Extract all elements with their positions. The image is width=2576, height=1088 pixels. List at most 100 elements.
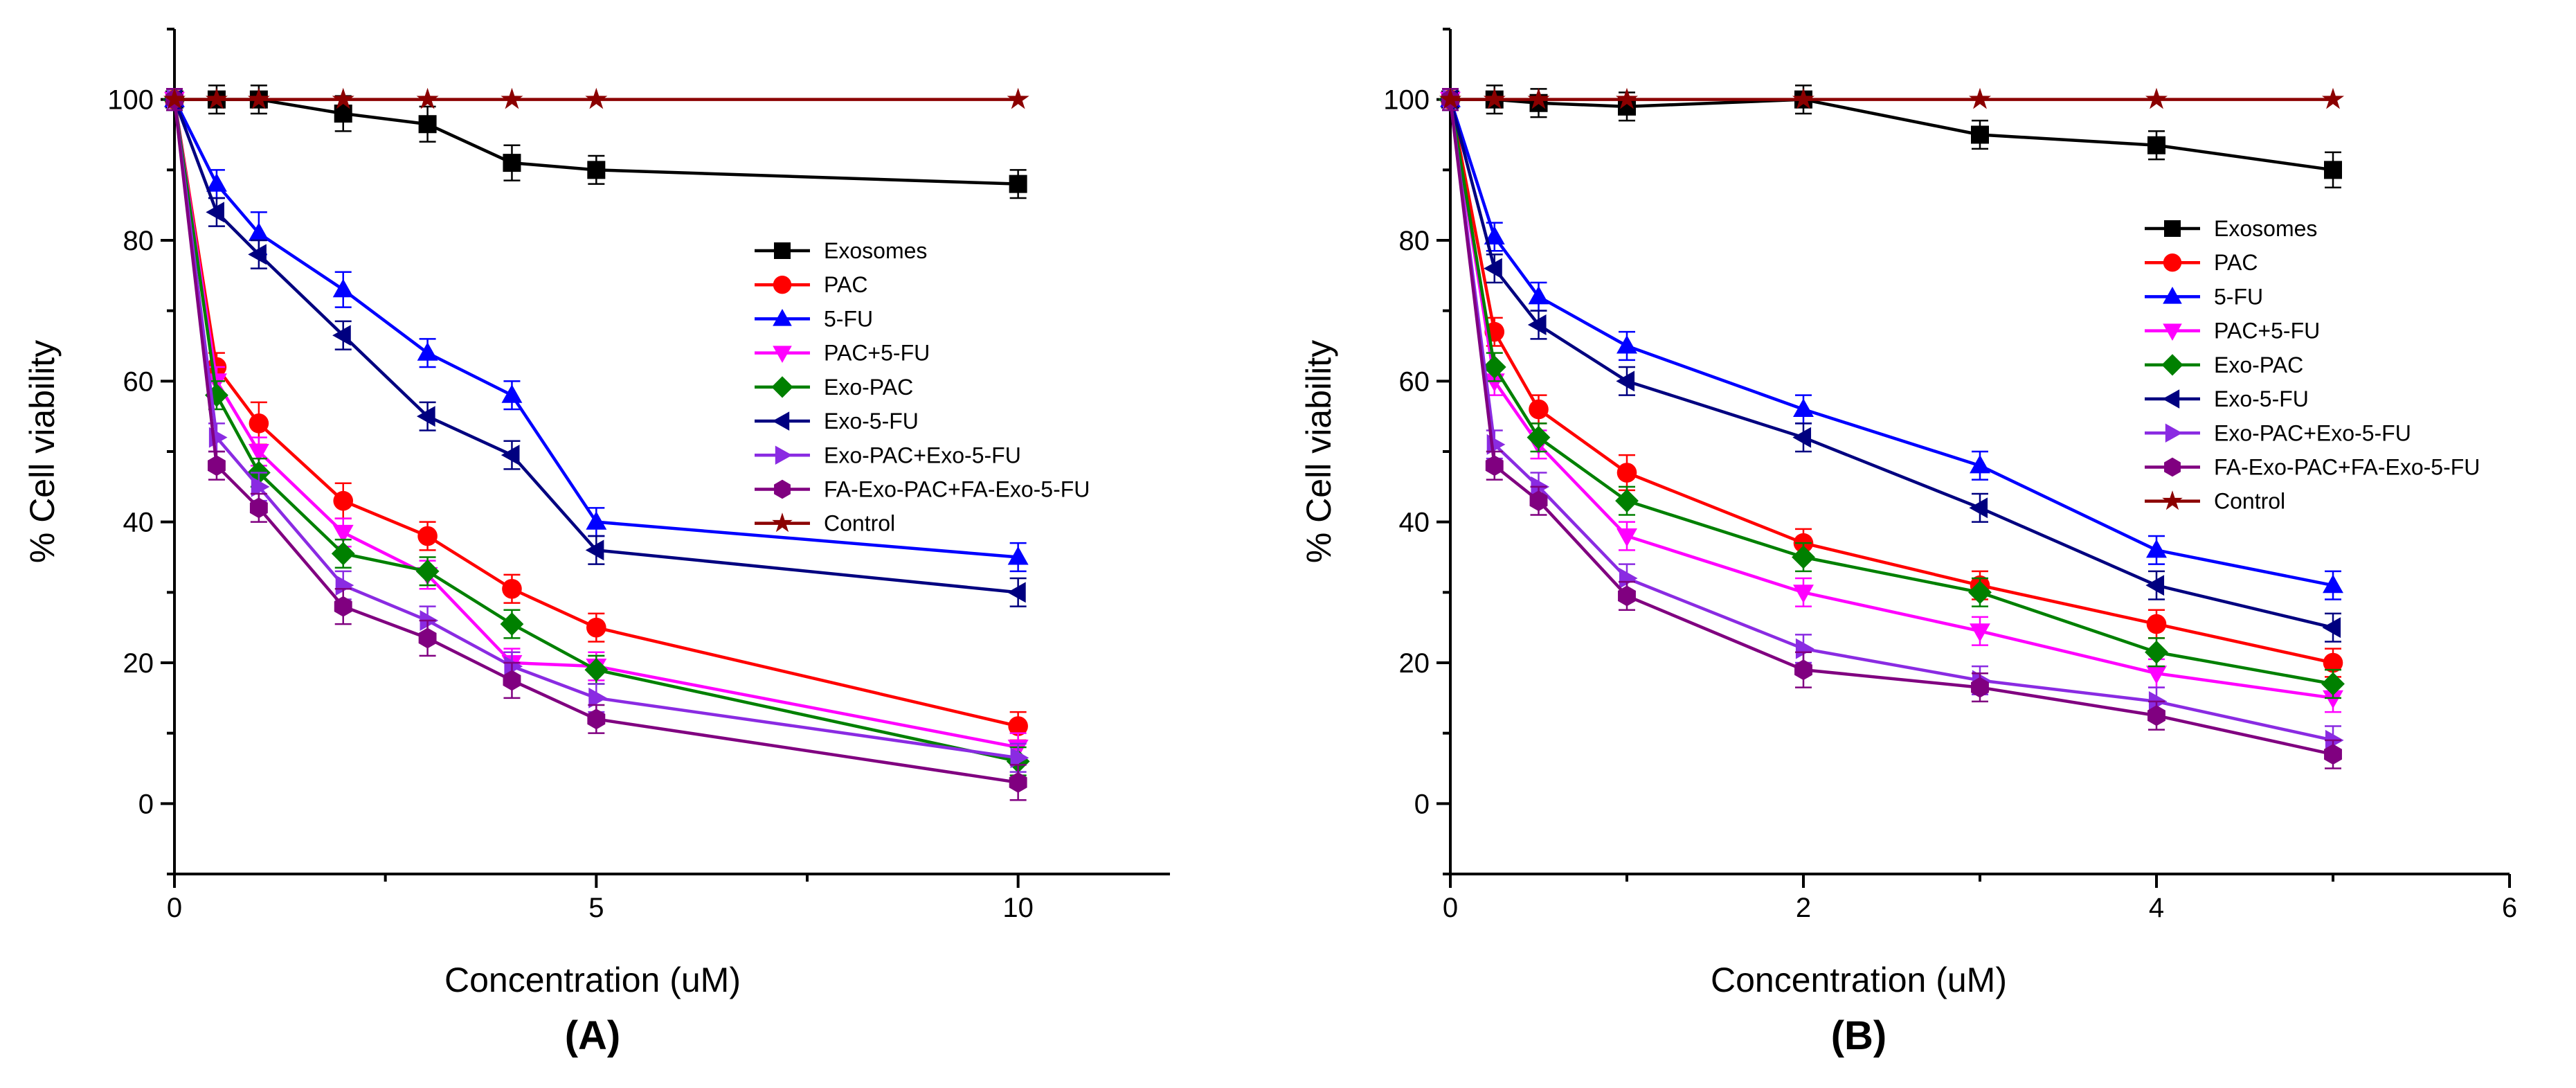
legend-label: Exo-PAC+Exo-5-FU — [824, 443, 1021, 467]
data-point — [585, 87, 608, 109]
legend-label: PAC+5-FU — [824, 341, 930, 366]
data-point — [247, 87, 270, 109]
data-point — [1616, 335, 1637, 354]
legend-label: PAC+5-FU — [2214, 319, 2320, 344]
legend-label: FA-Exo-PAC+FA-Exo-5-FU — [824, 476, 1090, 501]
data-point — [1527, 87, 1550, 109]
data-point — [502, 578, 522, 599]
data-point — [501, 445, 520, 466]
legend-item: Control — [755, 511, 895, 536]
data-point — [586, 617, 606, 638]
data-point — [2146, 539, 2167, 558]
series-FA-Exo-PAC+FA-Exo-5-FU — [165, 88, 1027, 801]
data-point — [504, 656, 523, 677]
y-axis-title: % Cell viability — [23, 340, 62, 563]
data-point — [1968, 580, 1992, 605]
legend-panel-a: Exosomes PAC 5-FU PAC+5-FU Exo-PAC Exo-5-FU Ex… — [755, 238, 1090, 536]
legend-item: FA-Exo-PAC+FA-Exo-5-FU — [755, 476, 1090, 501]
data-point — [332, 278, 354, 298]
series-line — [172, 98, 1018, 559]
data-point — [1794, 659, 1812, 681]
y-tick-label: 80 — [1399, 226, 1430, 256]
legend-marker — [774, 479, 791, 499]
data-point — [2147, 705, 2165, 726]
data-point — [418, 627, 437, 649]
data-point — [206, 173, 227, 192]
data-point — [1616, 528, 1637, 547]
legend-item: PAC+5-FU — [2145, 319, 2320, 344]
legend-panel-b: Exosomes PAC 5-FU PAC+5-FU Exo-PAC Exo-5-FU Ex… — [2145, 216, 2480, 514]
data-point — [248, 244, 267, 265]
data-point — [2146, 614, 2167, 634]
data-point — [1615, 489, 1639, 513]
legend-item: Exo-PAC+Exo-5-FU — [2145, 420, 2411, 445]
data-point — [1007, 582, 1026, 603]
data-point — [1793, 585, 1814, 603]
legend-label: Exo-PAC+Exo-5-FU — [2214, 420, 2411, 445]
data-point — [1007, 546, 1029, 565]
y-tick-label: 60 — [1399, 366, 1430, 397]
y-tick-label: 0 — [1414, 789, 1430, 819]
x-tick-label: 10 — [1002, 893, 1034, 923]
data-point — [2323, 574, 2343, 594]
y-tick-label: 80 — [123, 226, 154, 256]
data-point — [1792, 545, 1815, 569]
data-point — [417, 342, 438, 361]
y-tick-label: 100 — [1383, 85, 1430, 116]
legend-label: Exo-5-FU — [824, 409, 919, 434]
series-line — [1450, 98, 2334, 172]
data-point — [2146, 666, 2167, 684]
data-point — [1792, 87, 1815, 109]
x-tick-label: 0 — [167, 893, 182, 923]
data-point — [332, 524, 354, 544]
data-point — [416, 87, 439, 109]
legend-item: Exo-5-FU — [755, 409, 919, 434]
data-point — [249, 413, 269, 434]
legend-item: PAC — [2145, 250, 2258, 275]
data-point — [1971, 125, 1989, 144]
data-point — [1618, 585, 1636, 607]
data-point — [1008, 716, 1028, 736]
series-line — [1448, 99, 2334, 742]
panel-label-b: (B) — [1831, 1013, 1887, 1058]
data-point — [1970, 454, 1990, 474]
legend-item: Exosomes — [755, 238, 927, 263]
legend-marker — [771, 376, 793, 398]
data-point — [332, 87, 354, 109]
data-point — [207, 455, 226, 476]
y-tick-label: 20 — [123, 648, 154, 679]
data-point — [334, 596, 352, 617]
y-axis-title: % Cell viability — [1299, 340, 1338, 563]
panel-label-a: (A) — [565, 1013, 621, 1058]
chart-panel-b: 0 2 4 6 0 20 40 60 80 100 % Cell viability Conce… — [1299, 28, 2517, 1058]
data-point — [500, 612, 524, 636]
legend-item: FA-Exo-PAC+FA-Exo-5-FU — [2145, 454, 2480, 479]
legend-label: Exosomes — [824, 238, 927, 263]
legend-item: 5-FU — [2145, 284, 2263, 309]
data-point — [1616, 371, 1635, 392]
data-point — [2321, 672, 2345, 696]
legend-item: Exo-5-FU — [2145, 386, 2309, 411]
data-point — [417, 526, 438, 546]
series-line — [1448, 99, 2334, 686]
data-point — [501, 87, 523, 109]
axes-panel-a: 0 5 10 0 20 40 60 80 100 — [107, 28, 1170, 923]
series-PAC — [1440, 88, 2343, 678]
data-point — [1010, 747, 1029, 769]
data-point — [2323, 690, 2343, 709]
data-point — [2324, 744, 2342, 765]
legend-label: FA-Exo-PAC+FA-Exo-5-FU — [2214, 454, 2480, 479]
y-tick-label: 60 — [123, 366, 154, 397]
series-line — [1448, 98, 2334, 587]
series-PAC+5-FU — [1440, 88, 2343, 713]
x-tick-label: 4 — [2149, 893, 2164, 923]
legend-label: 5-FU — [2214, 284, 2263, 309]
y-tick-label: 100 — [107, 85, 154, 116]
legend-item: PAC+5-FU — [755, 341, 930, 366]
y-tick-label: 40 — [123, 508, 154, 538]
data-point — [1529, 490, 1548, 512]
data-point — [1795, 638, 1814, 659]
data-point — [1484, 258, 1502, 279]
data-point — [584, 658, 609, 682]
